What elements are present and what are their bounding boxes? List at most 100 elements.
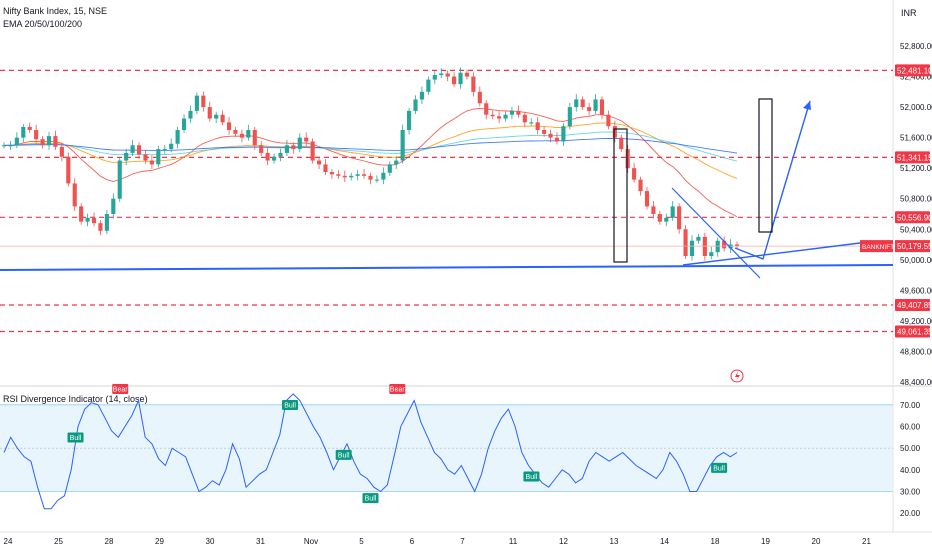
candle-body <box>297 137 302 150</box>
candle-body <box>567 107 572 127</box>
price-tick-label: 51,600.00 <box>900 134 932 143</box>
candle-body <box>400 130 405 161</box>
candle-body <box>535 122 540 130</box>
candle-body <box>143 154 148 161</box>
candle-body <box>246 130 251 138</box>
candle-body <box>625 149 630 169</box>
candle-body <box>574 99 579 108</box>
projection-arrowhead <box>803 101 811 110</box>
time-tick-label: 20 <box>812 537 821 546</box>
rsi-tick-label: 70.00 <box>900 401 921 410</box>
price-tick-label: 49,200.00 <box>900 317 932 326</box>
candle-body <box>349 175 354 178</box>
candle-body <box>439 73 444 76</box>
time-tick-label: 19 <box>761 537 770 546</box>
signal-label: Bull <box>284 403 296 410</box>
candle-body <box>709 252 714 256</box>
candle-body <box>664 217 669 222</box>
chart-title: Nifty Bank Index, 15, NSE <box>3 6 108 16</box>
candle-body <box>657 214 662 222</box>
candle-body <box>188 110 193 119</box>
candle-body <box>452 76 457 85</box>
candle-body <box>156 149 161 165</box>
candle-body <box>316 160 322 165</box>
candle-body <box>284 145 289 153</box>
candle-body <box>323 164 328 172</box>
candle-body <box>670 206 675 218</box>
candle-body <box>72 183 77 207</box>
bull-signal-badge <box>335 449 352 460</box>
candle-body <box>458 72 463 85</box>
candle-body <box>239 133 244 138</box>
candle-body <box>464 72 470 77</box>
candle-body <box>612 126 617 138</box>
candle-body <box>342 175 347 178</box>
candle-body <box>8 145 13 147</box>
candle-body <box>503 114 508 119</box>
bull-signal-badge <box>523 471 540 482</box>
time-tick-label: 6 <box>410 537 415 546</box>
rsi-tick-label: 30.00 <box>900 488 921 497</box>
symbol-label: BANKNIFTY <box>862 244 899 251</box>
level-label: 51,341.15 <box>897 153 932 162</box>
candle-body <box>162 149 167 151</box>
time-tick-label: 12 <box>559 537 568 546</box>
candle-body <box>407 110 412 130</box>
candle-body <box>361 174 367 176</box>
candle-body <box>477 91 482 104</box>
rsi-line <box>3 393 738 510</box>
candle-body <box>252 130 257 146</box>
time-tick-label: 7 <box>460 537 465 546</box>
candle-body <box>651 206 656 214</box>
bear-signal-badge <box>112 384 129 394</box>
candle-body <box>181 118 187 130</box>
price-tick-label: 52,400.00 <box>900 73 932 82</box>
candle-body <box>619 137 624 150</box>
candle-body <box>734 244 740 247</box>
candle-body <box>27 126 32 130</box>
rsi-tick-label: 50.00 <box>900 444 921 453</box>
candle-body <box>419 91 425 100</box>
indicator-label: EMA 20/50/100/200 <box>3 19 83 29</box>
candle-body <box>117 160 122 199</box>
candle-body <box>265 152 270 161</box>
candle-body <box>149 160 154 165</box>
rsi-tick-label: 20.00 <box>900 509 921 518</box>
bear-signal-badge <box>389 384 406 394</box>
projection-path <box>734 100 811 260</box>
candle-body <box>471 76 476 92</box>
candle-body <box>490 114 495 117</box>
signal-label: Bull <box>365 496 377 503</box>
candle-body <box>136 145 142 155</box>
signal-label: Bull <box>70 435 82 442</box>
candle-body <box>683 229 688 256</box>
candle-body <box>226 122 232 130</box>
candle-body <box>14 137 19 146</box>
candle-body <box>130 145 135 153</box>
candle-body <box>259 145 264 153</box>
candle-body <box>638 179 643 192</box>
candle-body <box>85 217 90 222</box>
candle-body <box>426 79 431 92</box>
bull-signal-badge <box>711 462 728 473</box>
level-badge <box>895 299 930 312</box>
rsi-tick-label: 40.00 <box>900 466 921 475</box>
current-price-label: 50,179.55 <box>897 242 932 251</box>
time-tick-label: 24 <box>4 537 13 546</box>
candle-body <box>432 75 437 80</box>
candle-body <box>111 198 116 214</box>
candle-body <box>98 223 103 231</box>
candle-body <box>484 103 489 115</box>
level-badge <box>895 64 930 77</box>
candle-body <box>278 152 283 157</box>
candle-body <box>580 99 585 108</box>
level-label: 49,407.85 <box>897 301 932 310</box>
time-tick-label: 18 <box>711 537 720 546</box>
candle-body <box>413 99 418 111</box>
candle-body <box>220 114 225 123</box>
currency-label: INR <box>901 8 917 18</box>
candle-body <box>394 160 399 165</box>
level-label: 52,481.10 <box>897 66 932 75</box>
candle-body <box>214 114 219 119</box>
